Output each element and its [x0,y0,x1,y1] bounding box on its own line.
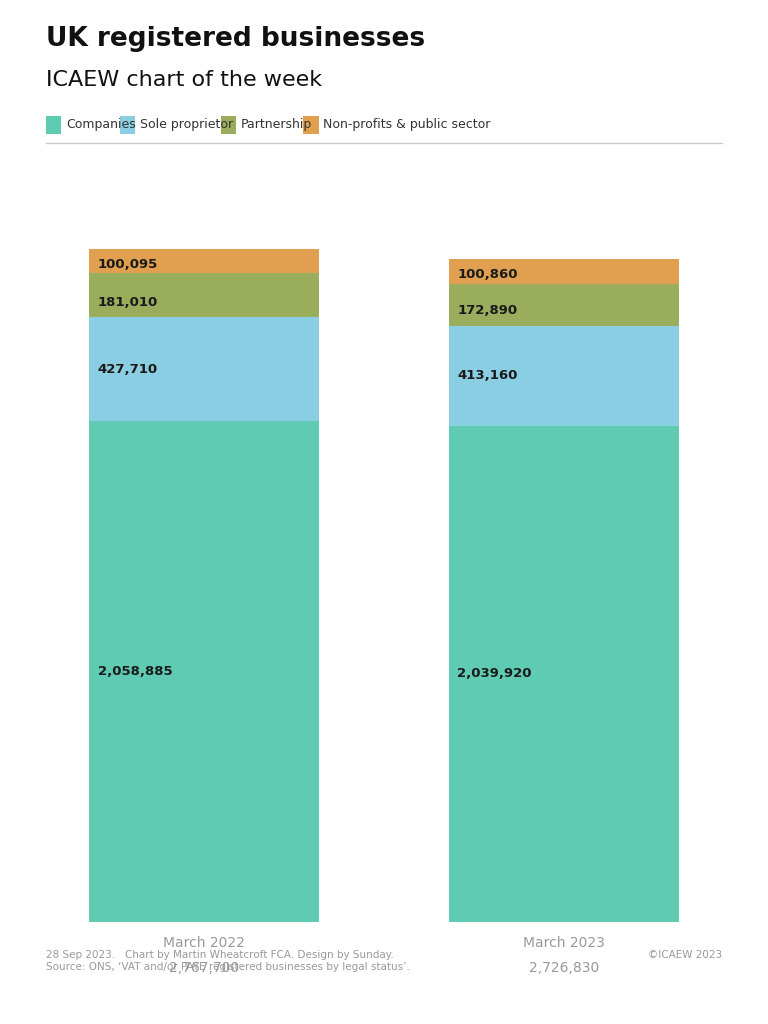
Text: ICAEW chart of the week: ICAEW chart of the week [46,70,323,90]
Bar [89,421,319,922]
Text: 413,160: 413,160 [457,370,518,382]
Bar [89,273,319,317]
Bar [449,426,679,922]
Text: March 2022: March 2022 [164,936,245,950]
Bar [449,284,679,326]
Text: Companies: Companies [66,119,136,131]
Bar [89,249,319,273]
Text: 28 Sep 2023.   Chart by Martin Wheatcroft FCA. Design by Sunday.
Source: ONS, ‘V: 28 Sep 2023. Chart by Martin Wheatcroft … [46,950,410,972]
Bar [449,259,679,284]
Text: 100,860: 100,860 [457,268,518,282]
Text: Non-profits & public sector: Non-profits & public sector [323,119,491,131]
Text: 181,010: 181,010 [98,296,158,308]
Text: Sole proprietor: Sole proprietor [140,119,233,131]
Text: 2,726,830: 2,726,830 [528,961,599,975]
Bar [449,326,679,426]
Bar [89,317,319,421]
Text: 2,767,700: 2,767,700 [169,961,240,975]
Text: 2,058,885: 2,058,885 [98,665,173,678]
Text: 100,095: 100,095 [98,258,158,271]
Text: ©ICAEW 2023: ©ICAEW 2023 [647,950,722,961]
Text: Partnership: Partnership [240,119,312,131]
Text: 427,710: 427,710 [98,362,158,376]
Text: 172,890: 172,890 [457,304,518,317]
Text: 2,039,920: 2,039,920 [457,668,531,680]
Text: March 2023: March 2023 [523,936,604,950]
Text: UK registered businesses: UK registered businesses [46,26,425,51]
